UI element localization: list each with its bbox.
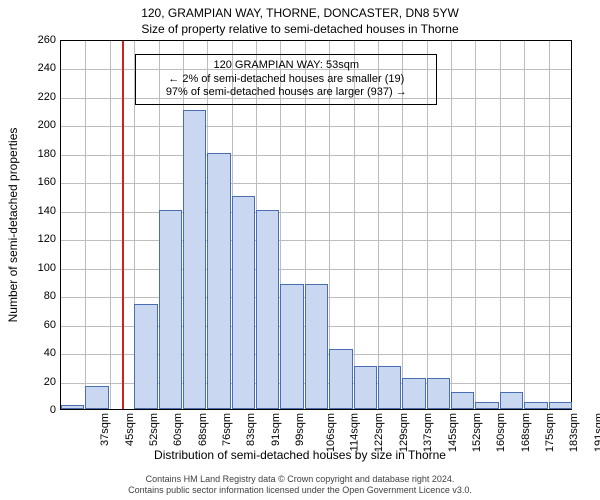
x-tick-label: 76sqm: [221, 413, 233, 446]
y-tick-label: 20: [44, 376, 56, 388]
chart-title-address: 120, GRAMPIAN WAY, THORNE, DONCASTER, DN…: [0, 6, 600, 20]
x-tick-label: 37sqm: [99, 413, 111, 446]
gridline-h: [61, 240, 571, 241]
x-tick-label: 68sqm: [197, 413, 209, 446]
chart-title-desc: Size of property relative to semi-detach…: [0, 22, 600, 36]
histogram-bar: [85, 386, 108, 409]
y-tick-label: 240: [38, 62, 56, 74]
gridline-v: [85, 41, 86, 409]
x-tick-label: 99sqm: [294, 413, 306, 446]
y-tick-label: 60: [44, 319, 56, 331]
y-tick-label: 0: [50, 404, 56, 416]
y-tick-label: 140: [38, 205, 56, 217]
x-tick-label: 83sqm: [246, 413, 258, 446]
histogram-bar: [354, 366, 377, 409]
x-tick-label: 106sqm: [325, 413, 337, 452]
annotation-line: ← 2% of semi-detached houses are smaller…: [142, 73, 430, 87]
x-axis: 37sqm 45sqm 52sqm 60sqm 68sqm 76sqm 83sqm 91sqm…: [60, 411, 572, 451]
y-tick-label: 100: [38, 262, 56, 274]
x-tick-label: 129sqm: [398, 413, 410, 452]
gridline-v: [451, 41, 452, 409]
histogram-bar: [402, 378, 425, 409]
gridline-v: [549, 41, 550, 409]
y-tick-label: 260: [38, 34, 56, 46]
gridline-v: [475, 41, 476, 409]
y-tick-label: 180: [38, 148, 56, 160]
histogram-bar: [329, 349, 352, 409]
histogram-bar: [183, 110, 206, 409]
gridline-h: [61, 126, 571, 127]
y-tick-label: 220: [38, 91, 56, 103]
x-tick-label: 137sqm: [422, 413, 434, 452]
histogram-bar: [134, 304, 157, 409]
x-axis-label: Distribution of semi-detached houses by …: [0, 448, 600, 462]
histogram-bar: [475, 402, 498, 409]
histogram-bar: [427, 378, 450, 409]
histogram-bar: [451, 392, 474, 409]
gridline-v: [110, 41, 111, 409]
y-tick-label: 80: [44, 290, 56, 302]
x-tick-label: 122sqm: [374, 413, 386, 452]
plot-area: 120 GRAMPIAN WAY: 53sqm← 2% of semi-deta…: [60, 40, 572, 410]
gridline-h: [61, 155, 571, 156]
footer-line1: Contains HM Land Registry data © Crown c…: [0, 474, 600, 485]
x-tick-label: 52sqm: [148, 413, 160, 446]
histogram-bar: [378, 366, 401, 409]
x-tick-label: 114sqm: [348, 413, 360, 451]
x-tick-label: 45sqm: [124, 413, 136, 446]
x-tick-label: 175sqm: [544, 413, 556, 452]
histogram-bar: [232, 196, 255, 409]
gridline-v: [524, 41, 525, 409]
gridline-h: [61, 212, 571, 213]
annotation-box: 120 GRAMPIAN WAY: 53sqm← 2% of semi-deta…: [135, 54, 437, 105]
histogram-bar: [280, 284, 303, 409]
histogram-bar: [207, 153, 230, 409]
histogram-bar: [524, 402, 547, 409]
gridline-v: [500, 41, 501, 409]
x-tick-label: 191sqm: [593, 413, 600, 452]
histogram-bar: [549, 402, 572, 409]
gridline-h: [61, 183, 571, 184]
x-tick-label: 160sqm: [495, 413, 507, 452]
y-tick-label: 120: [38, 233, 56, 245]
y-tick-label: 40: [44, 347, 56, 359]
footer-attribution: Contains HM Land Registry data © Crown c…: [0, 474, 600, 496]
y-tick-label: 160: [38, 176, 56, 188]
x-tick-label: 91sqm: [270, 413, 282, 446]
histogram-bar: [256, 210, 279, 409]
x-tick-label: 152sqm: [471, 413, 483, 452]
histogram-bar: [61, 405, 84, 409]
annotation-line: 97% of semi-detached houses are larger (…: [142, 86, 430, 100]
histogram-bar: [159, 210, 182, 409]
histogram-bar: [305, 284, 328, 409]
x-tick-label: 145sqm: [447, 413, 459, 452]
y-tick-label: 200: [38, 119, 56, 131]
y-axis: 020406080100120140160180200220240260: [0, 40, 60, 410]
reference-line: [122, 41, 124, 409]
x-tick-label: 183sqm: [569, 413, 581, 452]
annotation-line: 120 GRAMPIAN WAY: 53sqm: [142, 59, 430, 73]
histogram-bar: [500, 392, 523, 409]
x-tick-label: 168sqm: [520, 413, 532, 452]
gridline-h: [61, 269, 571, 270]
footer-line2: Contains public sector information licen…: [0, 485, 600, 496]
property-size-chart: 120, GRAMPIAN WAY, THORNE, DONCASTER, DN…: [0, 0, 600, 500]
x-tick-label: 60sqm: [172, 413, 184, 446]
